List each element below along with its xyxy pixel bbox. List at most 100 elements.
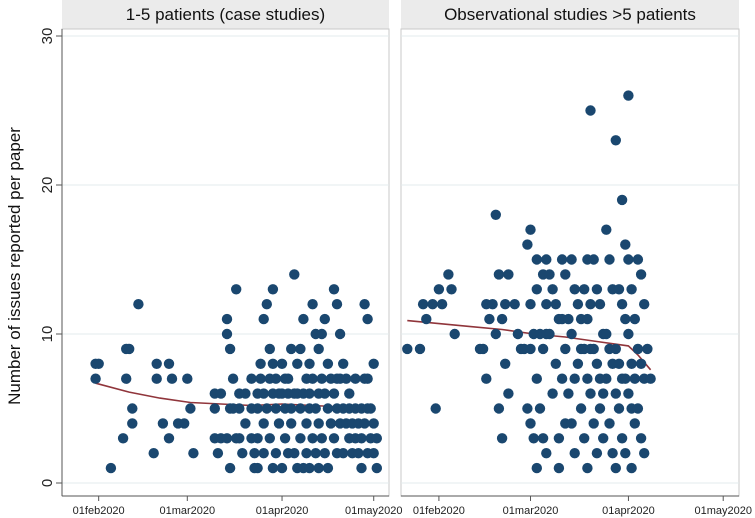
data-point xyxy=(325,418,337,429)
data-point xyxy=(569,448,580,459)
data-point xyxy=(563,388,574,399)
data-point xyxy=(258,448,269,459)
y-tick-label: 20 xyxy=(39,177,56,194)
data-point xyxy=(566,418,577,429)
data-point xyxy=(313,462,324,474)
data-point xyxy=(623,90,634,101)
data-point xyxy=(338,448,349,459)
data-point xyxy=(289,269,300,280)
data-point xyxy=(310,403,321,414)
data-point xyxy=(585,388,596,399)
data-point xyxy=(629,418,640,429)
data-point xyxy=(626,462,637,474)
data-point xyxy=(572,358,584,369)
data-point xyxy=(537,433,549,444)
data-point xyxy=(267,284,279,295)
data-point xyxy=(234,433,245,444)
x-axis: 01feb2020 01mar2020 01apr2020 01may2020 xyxy=(62,495,402,517)
data-point xyxy=(547,284,558,295)
data-point xyxy=(93,358,104,369)
data-point xyxy=(582,462,593,474)
data-point xyxy=(304,388,315,399)
data-point xyxy=(313,418,324,429)
data-point xyxy=(221,433,233,444)
data-point xyxy=(127,403,138,414)
data-point xyxy=(224,343,236,355)
data-point xyxy=(588,254,599,265)
panel-title: 1-5 patients (case studies) xyxy=(126,5,325,24)
data-point xyxy=(402,343,413,355)
data-point xyxy=(371,462,382,474)
data-point xyxy=(307,299,318,310)
data-point xyxy=(286,418,297,429)
data-point xyxy=(604,254,615,265)
data-point xyxy=(246,373,257,384)
data-point xyxy=(639,448,650,459)
data-point xyxy=(282,373,294,384)
data-point xyxy=(433,284,445,295)
data-point xyxy=(350,373,361,384)
data-point xyxy=(286,403,297,414)
data-point xyxy=(626,358,637,369)
data-point xyxy=(598,433,609,444)
data-point xyxy=(362,373,373,384)
data-point xyxy=(264,343,275,355)
data-point xyxy=(270,403,282,414)
data-point xyxy=(322,358,334,369)
data-point xyxy=(556,373,568,384)
data-point xyxy=(338,358,349,369)
data-point xyxy=(493,269,505,280)
data-point xyxy=(629,313,640,325)
data-point xyxy=(264,433,275,444)
data-point xyxy=(588,343,599,355)
data-point xyxy=(635,358,647,369)
data-point xyxy=(237,448,248,459)
data-point xyxy=(331,299,343,310)
data-point xyxy=(591,448,603,459)
data-point xyxy=(566,328,577,340)
data-point xyxy=(362,313,373,325)
data-point xyxy=(427,299,438,310)
data-point xyxy=(591,358,603,369)
data-point xyxy=(560,269,571,280)
data-point xyxy=(490,209,501,220)
data-point xyxy=(307,433,318,444)
data-point xyxy=(550,358,561,369)
y-axis: 0 10 20 30 xyxy=(39,28,63,496)
data-point xyxy=(289,448,300,459)
data-point xyxy=(252,403,263,414)
data-point xyxy=(249,448,260,459)
data-point xyxy=(90,373,101,384)
plot-area-border xyxy=(61,28,390,497)
data-point xyxy=(632,403,644,414)
data-point xyxy=(328,284,340,295)
data-point xyxy=(531,254,542,265)
data-point xyxy=(313,343,324,355)
data-point xyxy=(626,284,637,295)
data-point xyxy=(356,433,367,444)
data-point xyxy=(616,194,628,206)
data-point xyxy=(642,343,653,355)
data-point xyxy=(421,313,432,325)
data-point xyxy=(301,418,312,429)
data-point xyxy=(490,328,501,340)
data-point xyxy=(414,343,426,355)
data-point xyxy=(255,358,266,369)
data-point xyxy=(319,313,330,325)
data-point xyxy=(585,299,596,310)
data-point xyxy=(500,358,511,369)
data-point xyxy=(295,433,306,444)
data-point xyxy=(252,462,263,474)
data-point xyxy=(582,313,593,325)
data-point xyxy=(304,358,315,369)
data-point xyxy=(319,448,330,459)
data-point xyxy=(525,224,536,235)
data-point xyxy=(594,403,606,414)
data-point xyxy=(252,433,263,444)
data-point xyxy=(310,448,321,459)
data-point xyxy=(531,284,542,295)
data-point xyxy=(261,403,272,414)
data-point xyxy=(601,328,612,340)
x-axis: 01feb2020 01mar2020 01apr2020 01may2020 xyxy=(401,495,752,517)
